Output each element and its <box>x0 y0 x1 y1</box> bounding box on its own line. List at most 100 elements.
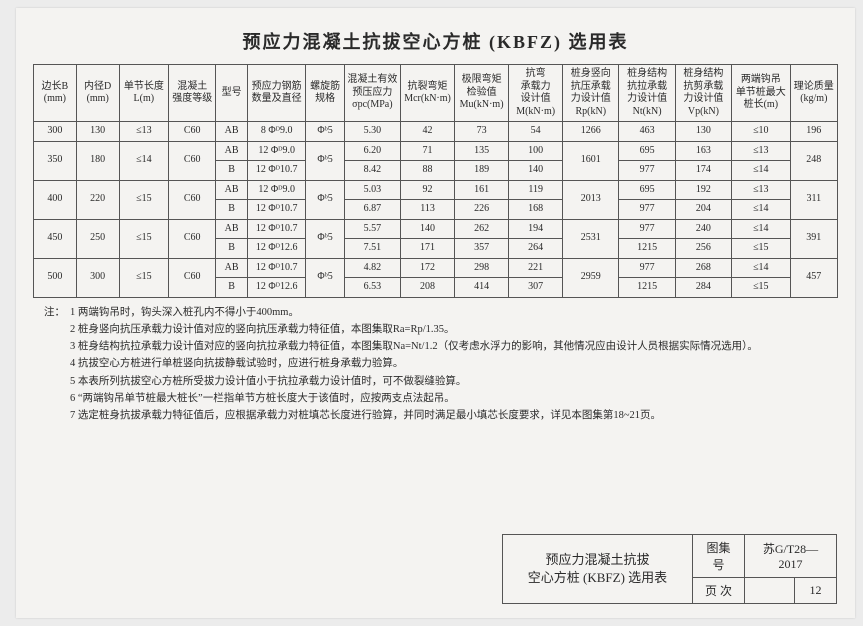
table-cell: 6.87 <box>344 200 400 220</box>
table-cell: ≤15 <box>732 278 791 298</box>
notes-lead: 注： <box>44 304 70 321</box>
table-cell: 4.82 <box>344 258 400 278</box>
titleblock-name: 预应力混凝土抗拔 空心方桩 (KBFZ) 选用表 <box>503 535 693 604</box>
note-text: 4 抗拔空心方桩进行单桩竖向抗拔静载试验时，应进行桩身承载力验算。 <box>70 358 403 369</box>
table-cell: 450 <box>34 219 77 258</box>
table-cell: AB <box>216 180 248 200</box>
table-cell: 977 <box>619 219 675 239</box>
col-mass: 理论质量(kg/m) <box>790 65 837 122</box>
table-cell: 196 <box>790 122 837 142</box>
table-cell: 262 <box>455 219 509 239</box>
note-text: 5 本表所列抗拔空心方桩所受拔力设计值小于抗拉承载力设计值时，可不做裂缝验算。 <box>70 376 466 387</box>
title-block: 预应力混凝土抗拔 空心方桩 (KBFZ) 选用表 图集号 苏G/T28—2017… <box>502 534 837 604</box>
table-cell: 1266 <box>563 122 619 142</box>
selection-table: 边长B(mm) 内径D(mm) 单节长度L(m) 混凝土强度等级 型号 预应力钢… <box>33 64 838 298</box>
table-cell: 12 Φᴰ9.0 <box>247 180 306 200</box>
note-line: 7 选定桩身抗拔承载力特征值后，应根据承载力对桩填芯长度进行验算，并同时满足最小… <box>44 407 834 424</box>
table-cell: 298 <box>455 258 509 278</box>
table-cell: 71 <box>401 141 455 161</box>
table-cell: ≤14 <box>119 141 169 180</box>
table-cell: 100 <box>509 141 563 161</box>
table-cell: 42 <box>401 122 455 142</box>
table-cell: 311 <box>790 180 837 219</box>
table-cell: 163 <box>675 141 731 161</box>
notes-block: 注：1 两端钩吊时，钩头深入桩孔内不得小于400mm。 2 桩身竖向抗压承载力设计… <box>44 304 834 425</box>
col-spiral: 螺旋筋规格 <box>306 65 344 122</box>
table-cell: 300 <box>34 122 77 142</box>
table-cell: C60 <box>169 258 216 297</box>
table-cell: Φᵇ5 <box>306 122 344 142</box>
table-cell: ≤10 <box>732 122 791 142</box>
page-title: 预应力混凝土抗拔空心方桩 (KBFZ) 选用表 <box>16 8 855 64</box>
col-L: 单节长度L(m) <box>119 65 169 122</box>
col-rebar: 预应力钢筋数量及直径 <box>247 65 306 122</box>
table-cell: ≤13 <box>732 141 791 161</box>
col-type: 型号 <box>216 65 248 122</box>
table-cell: Φᵇ5 <box>306 141 344 180</box>
table-row: 400220≤15C60AB12 Φᴰ9.0Φᵇ55.0392161119201… <box>34 180 838 200</box>
col-Nt: 桩身结构抗拉承载力设计值Nt(kN) <box>619 65 675 122</box>
col-D: 内径D(mm) <box>76 65 119 122</box>
table-cell: ≤14 <box>732 161 791 181</box>
titleblock-name-l1: 预应力混凝土抗拔 <box>545 552 649 567</box>
table-cell: 256 <box>675 239 731 259</box>
table-cell: 8 Φᴰ9.0 <box>247 122 306 142</box>
table-cell: 357 <box>455 239 509 259</box>
note-text: 2 桩身竖向抗压承载力设计值对应的竖向抗压承载力特征值，本图集取Ra=Rp/1.… <box>70 324 455 335</box>
titleblock-page-label: 页 次 <box>693 578 745 604</box>
table-cell: 250 <box>76 219 119 258</box>
table-cell: 208 <box>401 278 455 298</box>
table-cell: 130 <box>675 122 731 142</box>
table-cell: 140 <box>401 219 455 239</box>
table-cell: 194 <box>509 219 563 239</box>
note-line: 6 “两端钩吊单节桩最大桩长”一栏指单节方桩长度大于该值时，应按两支点法起吊。 <box>44 390 834 407</box>
table-cell: 2959 <box>563 258 619 297</box>
table-cell: 307 <box>509 278 563 298</box>
table-cell: AB <box>216 219 248 239</box>
table-cell: 12 Φᴰ12.6 <box>247 239 306 259</box>
titleblock-page-value: 12 <box>795 578 837 604</box>
table-cell: 268 <box>675 258 731 278</box>
table-cell: 350 <box>34 141 77 180</box>
table-cell: 977 <box>619 200 675 220</box>
table-cell: AB <box>216 122 248 142</box>
table-cell: B <box>216 278 248 298</box>
note-line: 4 抗拔空心方桩进行单桩竖向抗拔静载试验时，应进行桩身承载力验算。 <box>44 355 834 372</box>
table-cell: ≤14 <box>732 219 791 239</box>
table-cell: 168 <box>509 200 563 220</box>
table-cell: 284 <box>675 278 731 298</box>
table-cell: ≤14 <box>732 258 791 278</box>
table-cell: 240 <box>675 219 731 239</box>
table-row: 450250≤15C60AB12 Φᴰ10.7Φᵇ55.571402621942… <box>34 219 838 239</box>
table-cell: 12 Φᴰ9.0 <box>247 141 306 161</box>
table-cell: B <box>216 239 248 259</box>
col-sigma: 混凝土有效预压应力σpc(MPa) <box>344 65 400 122</box>
col-Mcr: 抗裂弯矩Mcr(kN·m) <box>401 65 455 122</box>
table-cell: 172 <box>401 258 455 278</box>
table-cell: 204 <box>675 200 731 220</box>
table-cell: 192 <box>675 180 731 200</box>
titleblock-name-l2: 空心方桩 (KBFZ) 选用表 <box>528 570 667 585</box>
table-header-row: 边长B(mm) 内径D(mm) 单节长度L(m) 混凝土强度等级 型号 预应力钢… <box>34 65 838 122</box>
table-cell: 189 <box>455 161 509 181</box>
table-cell: Φᵇ5 <box>306 180 344 219</box>
table-cell: 119 <box>509 180 563 200</box>
note-line: 5 本表所列抗拔空心方桩所受拔力设计值小于抗拉承载力设计值时，可不做裂缝验算。 <box>44 373 834 390</box>
titleblock-album-value: 苏G/T28—2017 <box>745 535 837 578</box>
table-cell: 457 <box>790 258 837 297</box>
table-cell: 5.30 <box>344 122 400 142</box>
table-cell: 88 <box>401 161 455 181</box>
note-text: 1 两端钩吊时，钩头深入桩孔内不得小于400mm。 <box>70 307 299 318</box>
table-cell: 400 <box>34 180 77 219</box>
table-cell: AB <box>216 258 248 278</box>
table-cell: ≤13 <box>119 122 169 142</box>
table-cell: 5.03 <box>344 180 400 200</box>
table-cell: 1601 <box>563 141 619 180</box>
table-cell: C60 <box>169 219 216 258</box>
note-line: 3 桩身结构抗拉承载力设计值对应的竖向抗拉承载力特征值，本图集取Na=Nt/1.… <box>44 338 834 355</box>
note-text: 7 选定桩身抗拔承载力特征值后，应根据承载力对桩填芯长度进行验算，并同时满足最小… <box>70 410 661 421</box>
table-cell: 12 Φᴰ10.7 <box>247 161 306 181</box>
table-cell: 463 <box>619 122 675 142</box>
table-cell: 174 <box>675 161 731 181</box>
col-Rp: 桩身竖向抗压承载力设计值Rp(kN) <box>563 65 619 122</box>
